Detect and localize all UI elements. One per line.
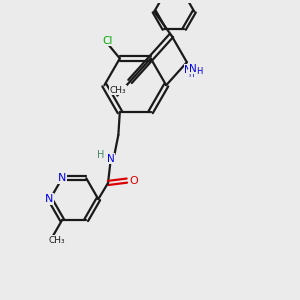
Text: O: O	[129, 176, 138, 186]
Text: N: N	[189, 64, 197, 74]
Text: Cl: Cl	[103, 36, 113, 46]
Text: H: H	[196, 67, 203, 76]
Text: N: N	[184, 65, 192, 75]
Text: H: H	[188, 70, 194, 79]
Text: N: N	[44, 194, 53, 204]
Text: H: H	[97, 150, 104, 160]
Text: CH₃: CH₃	[49, 236, 65, 245]
Text: CH₃: CH₃	[110, 86, 126, 95]
Text: N: N	[58, 173, 66, 183]
Text: N: N	[107, 154, 115, 164]
